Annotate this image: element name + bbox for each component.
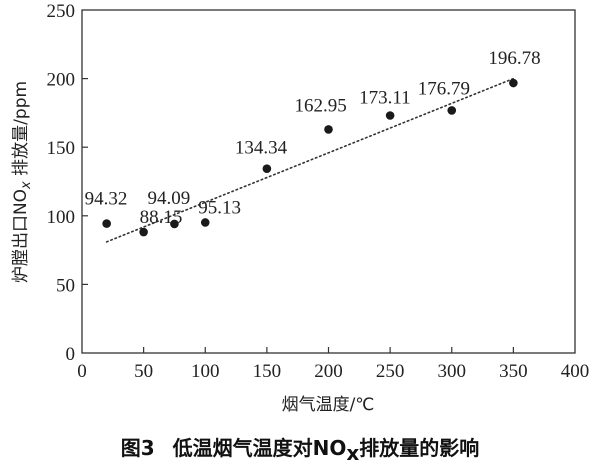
x-tick-label: 150 <box>253 361 282 382</box>
y-tick-label: 0 <box>66 344 76 365</box>
caption-nox: NO <box>313 436 347 460</box>
x-axis-title: 烟气温度/℃ <box>282 395 375 415</box>
x-tick-label: 200 <box>314 361 343 382</box>
y-tick-label: 150 <box>47 138 76 159</box>
figure-caption: 图3 低温烟气温度对NOx排放量的影响 <box>121 436 480 465</box>
x-tick-label: 50 <box>134 361 153 382</box>
data-label: 162.95 <box>295 95 347 116</box>
data-point <box>262 164 272 173</box>
x-tick-label: 0 <box>77 361 87 382</box>
data-label: 173.11 <box>359 87 411 108</box>
x-tick-label: 400 <box>561 361 590 382</box>
y-axis-title: 炉膛出口NOx 排放量/ppm <box>11 81 34 283</box>
data-point <box>139 227 148 237</box>
data-label: 134.34 <box>235 138 288 159</box>
y-tick-label: 250 <box>47 1 76 22</box>
caption-text-2: 排放量的影响 <box>359 436 479 460</box>
x-tick-label: 250 <box>376 361 405 382</box>
x-tick-label: 300 <box>438 361 467 382</box>
trendline <box>105 77 515 243</box>
data-label: 196.78 <box>488 48 540 69</box>
y-tick-label: 100 <box>47 207 76 228</box>
data-label: 88.15 <box>140 207 183 228</box>
data-point <box>102 219 111 228</box>
data-point <box>509 78 518 88</box>
data-point <box>385 111 395 120</box>
data-label: 95.13 <box>198 197 241 218</box>
y-axis-title-part1: 炉膛出口NO <box>11 189 31 283</box>
data-point <box>200 218 210 227</box>
x-tick-label: 350 <box>499 361 528 382</box>
y-axis-title-sub: x <box>19 181 34 190</box>
y-axis-title-part2: 排放量/ppm <box>11 81 31 181</box>
data-label: 94.32 <box>85 189 128 210</box>
caption-nox-sub: x <box>346 441 359 465</box>
y-tick-label: 50 <box>56 275 75 296</box>
data-label: 94.09 <box>147 188 190 209</box>
x-axis: 0 50 100 150 200 250 300 350 400 <box>77 347 589 382</box>
data-point <box>324 125 333 134</box>
data-points <box>102 78 518 237</box>
y-tick-label: 200 <box>47 70 76 91</box>
y-axis: 0 50 100 150 200 250 <box>47 1 88 365</box>
x-tick-label: 100 <box>191 361 220 382</box>
figure-number: 图3 <box>121 436 155 460</box>
data-point <box>170 219 179 229</box>
data-point <box>447 106 457 115</box>
data-label: 176.79 <box>418 78 470 99</box>
caption-text-1: 低温烟气温度对 <box>172 436 313 460</box>
